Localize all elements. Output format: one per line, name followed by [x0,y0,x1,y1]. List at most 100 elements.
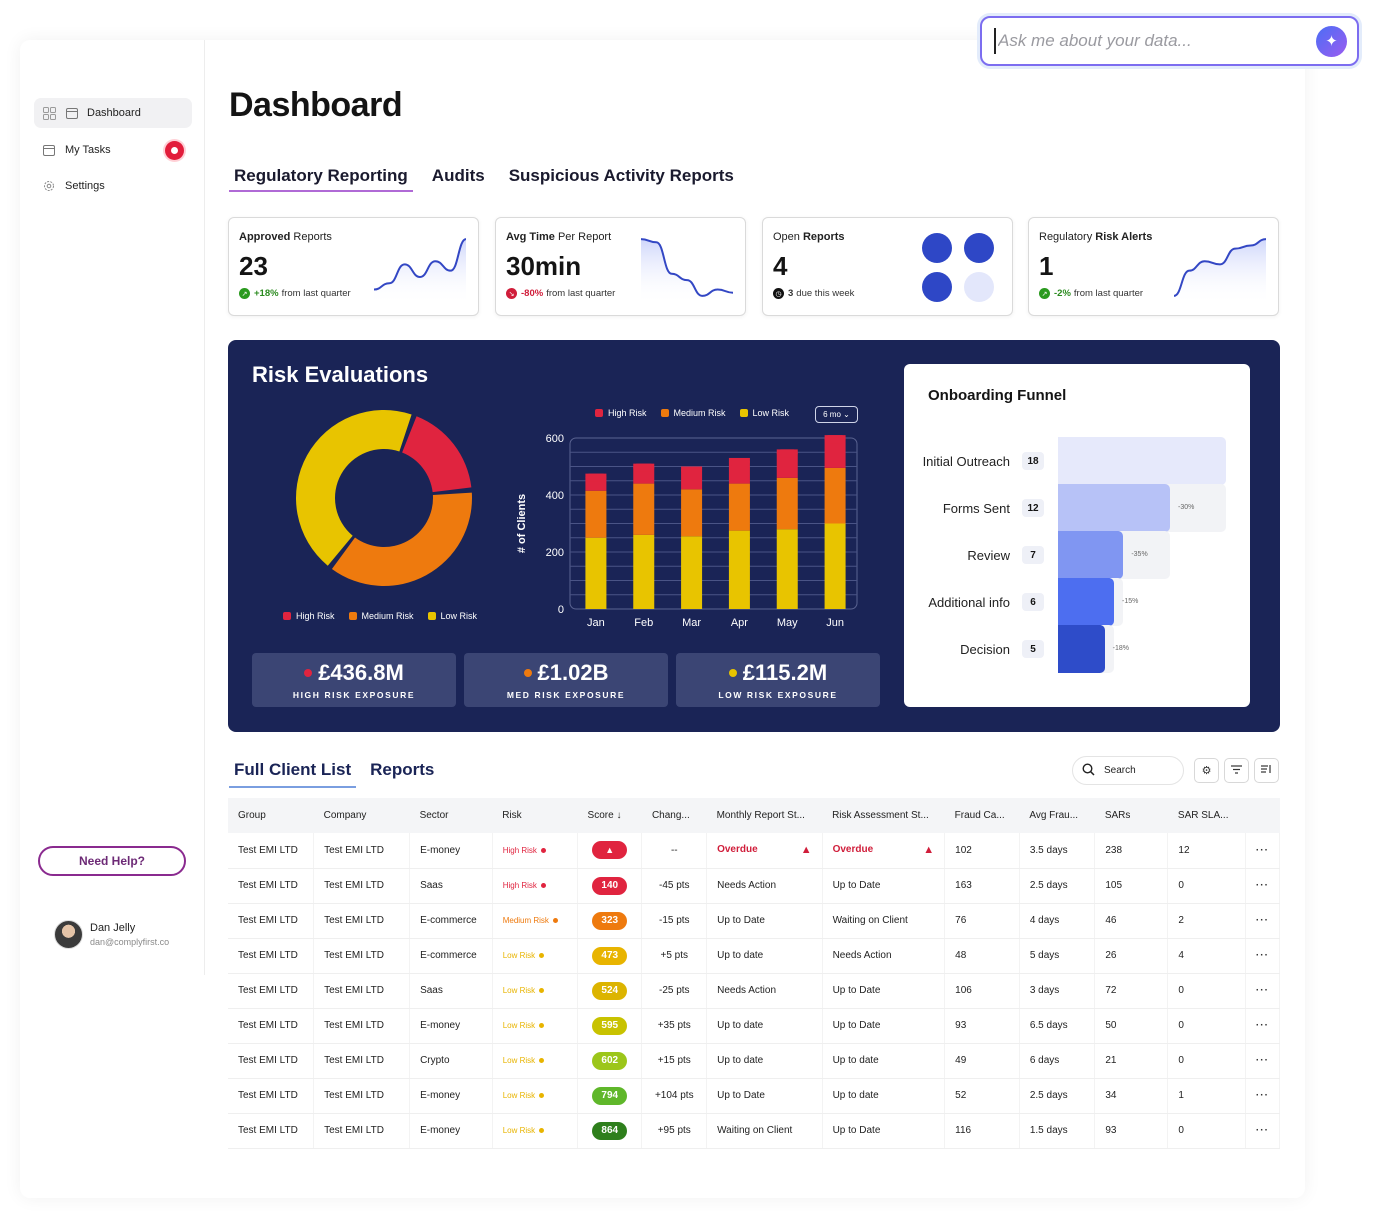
tab-suspicious-activity-reports[interactable]: Suspicious Activity Reports [508,166,734,185]
column-header[interactable]: SAR SLA... [1167,798,1246,833]
cell-fraud-cases: 116 [944,1113,1020,1149]
bar-segment-low-risk[interactable] [824,523,846,610]
funnel-bar[interactable] [1058,531,1124,579]
bar-segment-low-risk[interactable] [633,534,655,609]
table-row[interactable]: Test EMI LTD Test EMI LTD E-money Low Risk 8… [228,1113,1281,1149]
tab-regulatory-reporting[interactable]: Regulatory Reporting [229,166,413,192]
cell-sector: Saas [409,868,493,904]
bar-cap [728,457,750,466]
tab-audits[interactable]: Audits [431,166,485,185]
funnel-bar[interactable] [1058,437,1226,485]
cell-sar-sla: 1 [1167,1078,1246,1114]
row-menu-button[interactable]: ··· [1245,833,1281,869]
cell-risk-assessment-status: Needs Action [822,938,946,974]
sort-button[interactable] [1254,758,1279,783]
ai-search-bar[interactable]: ✦ [980,16,1359,66]
bar-segment-low-risk[interactable] [585,537,607,609]
column-header[interactable]: Group [228,798,314,833]
sparkline-area [374,239,466,305]
row-menu-button[interactable]: ··· [1245,903,1281,939]
cell-sars: 21 [1094,1043,1169,1079]
bar-segment-low-risk[interactable] [728,530,750,609]
sidebar-item-settings[interactable]: Settings [34,171,192,201]
bar-segment-high-risk[interactable] [824,435,846,468]
bar-segment-medium-risk[interactable] [728,483,750,531]
row-menu-button[interactable]: ··· [1245,868,1281,904]
bar-segment-medium-risk[interactable] [585,490,607,538]
row-menu-button[interactable]: ··· [1245,938,1281,974]
table-row[interactable]: Test EMI LTD Test EMI LTD E-money High Risk… [228,833,1281,869]
table-row[interactable]: Test EMI LTD Test EMI LTD E-commerce Low Ri… [228,938,1281,974]
row-menu-button[interactable]: ··· [1245,973,1281,1009]
cell-group: Test EMI LTD [228,938,315,974]
table-row[interactable]: Test EMI LTD Test EMI LTD Saas Low Risk 524-… [228,973,1281,1009]
cell-change: +5 pts [641,938,708,974]
column-header[interactable]: Score ↓ [577,798,642,833]
column-header[interactable]: Risk [492,798,578,833]
range-dropdown[interactable]: 6 mo ⌄ [815,406,858,423]
table-row[interactable]: Test EMI LTD Test EMI LTD E-commerce Medium… [228,903,1281,939]
column-header[interactable]: Avg Frau... [1019,798,1095,833]
sparkline [373,238,467,305]
bar-segment-medium-risk[interactable] [824,467,846,524]
bar-segment-medium-risk[interactable] [776,477,798,530]
table-row[interactable]: Test EMI LTD Test EMI LTD E-money Low Risk 5… [228,1008,1281,1044]
more-icon: ··· [1255,1055,1269,1066]
column-header[interactable]: SARs [1094,798,1168,833]
row-menu-button[interactable]: ··· [1245,1043,1281,1079]
tab-reports[interactable]: Reports [370,760,435,779]
column-header[interactable]: Monthly Report St... [706,798,823,833]
cell-fraud-cases: 106 [944,973,1020,1009]
ai-query-input[interactable] [994,28,1316,54]
kpi-card-regulatory-risk-alerts[interactable]: Regulatory Risk Alerts 1 ↗ -2% from last … [1028,217,1279,316]
cell-score: 524 [577,973,643,1009]
donut-slice-high-risk[interactable] [402,416,472,493]
table-row[interactable]: Test EMI LTD Test EMI LTD Saas High Risk 140… [228,868,1281,904]
donut-slice-medium-risk[interactable] [331,492,472,586]
funnel-dropoff [1119,531,1170,579]
user-profile[interactable]: Dan Jelly dan@complyfirst.co [54,920,169,949]
funnel-bar[interactable] [1058,625,1105,673]
cell-monthly-report-status: Up to date [706,1043,823,1079]
cell-avg-fraud: 4 days [1019,903,1096,939]
table-row[interactable]: Test EMI LTD Test EMI LTD E-money Low Risk 7… [228,1078,1281,1114]
kpi-card-avg-time[interactable]: Avg Time Per Report 30min ↘ -80% from las… [495,217,746,316]
sparkle-icon[interactable]: ✦ [1316,25,1347,57]
column-header[interactable]: Fraud Ca... [944,798,1020,833]
cell-sars: 34 [1094,1078,1169,1114]
funnel-dropoff-pct: -15% [1122,598,1139,605]
funnel-bar[interactable] [1058,578,1114,626]
funnel-bar[interactable] [1058,484,1170,532]
row-menu-button[interactable]: ··· [1245,1008,1281,1044]
cell-avg-fraud: 2.5 days [1019,868,1096,904]
column-header[interactable]: Sector [409,798,493,833]
bar-segment-low-risk[interactable] [776,529,798,609]
cell-sar-sla: 0 [1167,1043,1246,1079]
bar-segment-medium-risk[interactable] [681,489,703,537]
tab-full-client-list[interactable]: Full Client List [229,760,357,788]
client-search[interactable]: Search [1072,756,1184,785]
more-icon: ··· [1255,1020,1269,1031]
column-header[interactable]: Chang... [641,798,707,833]
sidebar-item-dashboard[interactable]: Dashboard [34,98,192,128]
filter-button[interactable] [1224,758,1249,783]
cell-group: Test EMI LTD [228,1043,315,1079]
bar-segment-low-risk[interactable] [681,536,703,609]
need-help-button[interactable]: Need Help? [38,846,186,876]
funnel-stage-count: 7 [1022,546,1044,564]
kpi-card-open-reports[interactable]: Open Reports 4 ◷ 3 due this week [762,217,1013,316]
cell-risk: Low Risk [492,1113,579,1149]
row-menu-button[interactable]: ··· [1245,1078,1281,1114]
bar-segment-medium-risk[interactable] [633,483,655,535]
funnel-stage: Forms Sent 12 [904,493,1054,523]
table-row[interactable]: Test EMI LTD Test EMI LTD Crypto Low Risk 60… [228,1043,1281,1079]
column-header[interactable]: Company [313,798,410,833]
row-menu-button[interactable]: ··· [1245,1113,1281,1149]
sidebar-item-my-tasks[interactable]: My Tasks [34,135,192,165]
column-header[interactable]: Risk Assessment St... [822,798,945,833]
warning-icon: ▲ [605,845,615,856]
kpi-card-approved-reports[interactable]: Approved Reports 23 ↗ +18% from last quar… [228,217,479,316]
cell-avg-fraud: 6 days [1019,1043,1096,1079]
donut-slice-low-risk[interactable] [296,410,412,566]
settings-button[interactable]: ⚙ [1194,758,1219,783]
